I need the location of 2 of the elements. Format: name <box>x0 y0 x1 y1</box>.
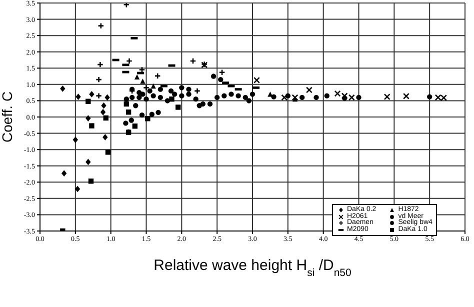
y-axis-title: Coeff. C <box>0 91 15 143</box>
x-axis-title: Relative wave height H$_{si}$ /D$_{n50}$ <box>154 257 352 279</box>
